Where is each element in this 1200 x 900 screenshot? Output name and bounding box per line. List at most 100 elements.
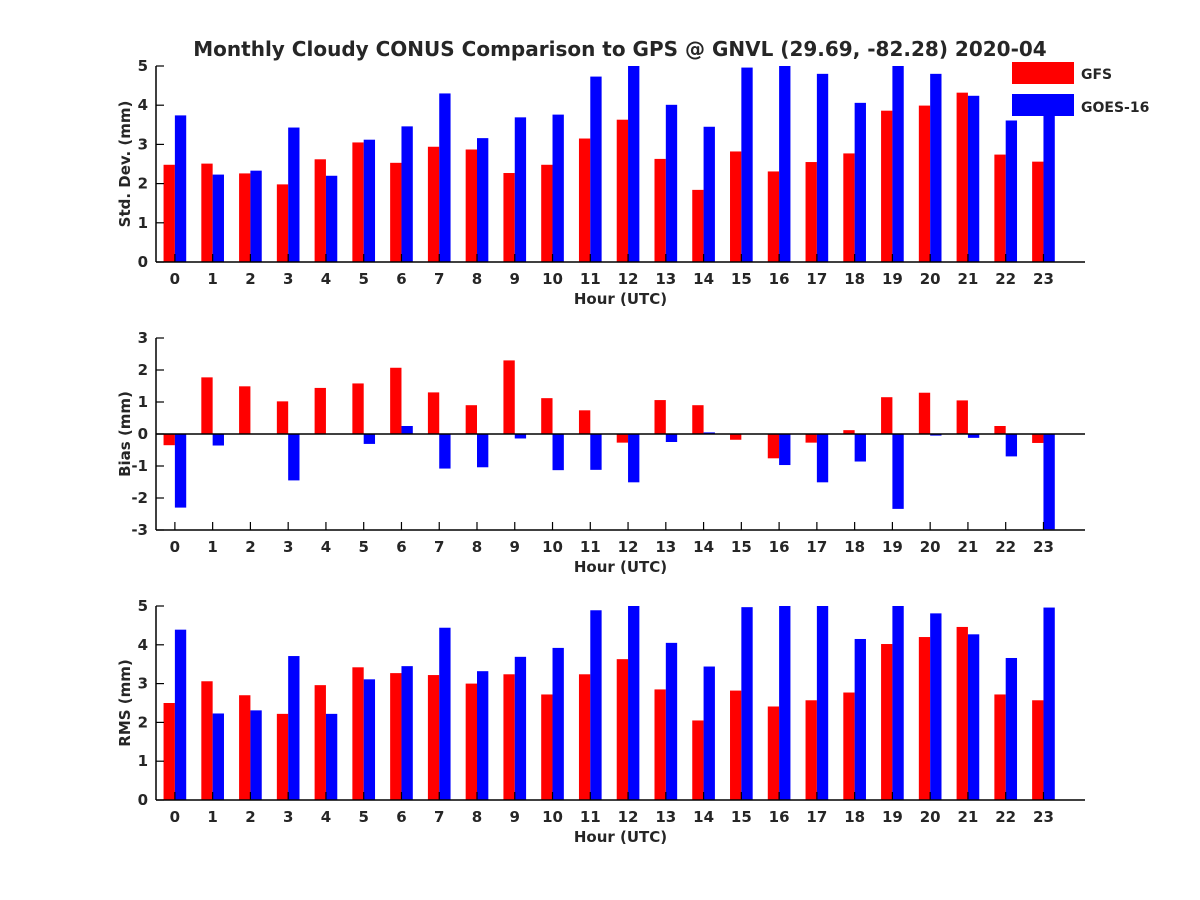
rms-xtick-label: 1 (207, 808, 217, 826)
bias-xtick-label: 6 (396, 538, 406, 556)
bias-xtick-label: 3 (283, 538, 293, 556)
bias-bar-gfs-8 (465, 405, 477, 434)
bias-bar-goes-16-9 (514, 434, 527, 439)
rms-bar-gfs-0 (163, 703, 175, 800)
std-dev-bar-goes-16-3 (288, 127, 300, 262)
rms-bar-goes-16-6 (401, 666, 413, 800)
rms-xtick-label: 22 (995, 808, 1016, 826)
std-dev-bar-gfs-9 (503, 173, 515, 262)
rms-bar-gfs-16 (767, 706, 780, 800)
bias-xtick-label: 1 (207, 538, 217, 556)
bias-ytick-label: 1 (138, 393, 148, 411)
rms-bar-gfs-1 (201, 681, 213, 800)
std-dev-xtick-label: 6 (396, 270, 406, 288)
rms-bar-gfs-13 (654, 689, 666, 800)
bias-bar-goes-16-19 (892, 434, 904, 509)
rms-bar-goes-16-13 (665, 642, 678, 800)
std-dev-bar-goes-16-23 (1043, 115, 1055, 262)
std-dev-bar-gfs-19 (881, 110, 893, 262)
legend: GFS GOES-16 (1012, 62, 1149, 116)
std-dev-xtick-label: 17 (806, 270, 827, 288)
std-dev-xtick-label: 20 (920, 270, 941, 288)
bias-bar-goes-16-12 (628, 434, 640, 483)
rms-bar-gfs-9 (503, 674, 515, 800)
std-dev-xtick-label: 4 (321, 270, 331, 288)
std-dev-bar-goes-16-9 (514, 117, 527, 262)
std-dev-bar-gfs-14 (692, 189, 704, 262)
std-dev-xtick-label: 18 (844, 270, 865, 288)
std-dev-bar-gfs-18 (843, 153, 855, 262)
bias-bar-goes-16-0 (174, 434, 187, 508)
std-dev-bar-goes-16-19 (892, 66, 904, 262)
bias-xtick-label: 15 (731, 538, 752, 556)
rms-bar-goes-16-4 (325, 713, 338, 800)
bias-xtick-label: 0 (170, 538, 180, 556)
bias-bar-goes-16-20 (930, 434, 942, 436)
rms-bar-goes-16-8 (477, 671, 489, 800)
bias-xtick-label: 22 (995, 538, 1016, 556)
bias-bar-gfs-0 (163, 434, 175, 446)
bias-xtick-label: 2 (245, 538, 255, 556)
bias-bar-gfs-23 (1032, 434, 1044, 443)
bias-bar-goes-16-6 (401, 426, 413, 434)
std-dev-bar-gfs-17 (805, 162, 817, 262)
bias-bar-gfs-22 (994, 426, 1006, 434)
rms-xtick-label: 4 (321, 808, 331, 826)
bias-xtick-label: 9 (510, 538, 520, 556)
std-dev-bar-gfs-2 (239, 173, 251, 262)
rms-xtick-label: 7 (434, 808, 444, 826)
rms-ylabel: RMS (mm) (116, 659, 134, 746)
rms-xtick-label: 10 (542, 808, 563, 826)
bias-bar-gfs-13 (654, 400, 666, 434)
std-dev-bar-gfs-16 (767, 171, 780, 262)
std-dev-bar-goes-16-22 (1005, 120, 1018, 263)
rms-bar-goes-16-23 (1043, 607, 1055, 800)
rms-bar-goes-16-3 (288, 656, 300, 800)
rms-bar-goes-16-22 (1005, 657, 1018, 800)
std-dev-bar-goes-16-21 (967, 95, 980, 262)
rms-bar-goes-16-11 (590, 610, 602, 800)
bias-bar-gfs-18 (843, 430, 855, 434)
std-dev-bar-goes-16-15 (741, 67, 753, 262)
std-dev-bar-goes-16-6 (401, 126, 413, 263)
rms-xtick-label: 23 (1033, 808, 1054, 826)
rms-bar-goes-16-12 (628, 606, 640, 800)
rms-xtick-label: 12 (618, 808, 639, 826)
rms-bar-gfs-20 (918, 637, 931, 800)
std-dev-xtick-label: 16 (769, 270, 790, 288)
rms-bar-gfs-5 (352, 667, 364, 800)
rms-bar-gfs-2 (239, 695, 251, 800)
figure-title: Monthly Cloudy CONUS Comparison to GPS @… (193, 37, 1046, 61)
rms-bar-gfs-23 (1032, 700, 1044, 800)
std-dev-bar-goes-16-1 (212, 174, 224, 262)
rms-bar-gfs-17 (805, 700, 817, 800)
std-dev-xlabel: Hour (UTC) (574, 290, 667, 308)
bias-bar-gfs-15 (730, 434, 742, 440)
rms-xtick-label: 13 (655, 808, 676, 826)
bias-xtick-label: 13 (655, 538, 676, 556)
bias-bar-goes-16-14 (703, 432, 715, 434)
std-dev-bar-gfs-20 (918, 105, 931, 262)
bias-xtick-label: 16 (769, 538, 790, 556)
rms-bar-goes-16-10 (552, 647, 564, 800)
std-dev-bar-goes-16-17 (816, 73, 829, 262)
bias-ytick-label: 3 (138, 329, 148, 347)
rms-xtick-label: 3 (283, 808, 293, 826)
bias-bar-gfs-19 (881, 397, 893, 434)
rms-xtick-label: 16 (769, 808, 790, 826)
rms-xtick-label: 21 (957, 808, 978, 826)
bias-xtick-label: 12 (618, 538, 639, 556)
bias-bar-goes-16-13 (665, 434, 678, 442)
std-dev-xtick-label: 14 (693, 270, 714, 288)
std-dev-bar-goes-16-5 (363, 139, 376, 262)
bias-bar-goes-16-22 (1005, 434, 1018, 457)
rms-ytick-label: 2 (138, 713, 148, 731)
bias-xtick-label: 23 (1033, 538, 1054, 556)
std-dev-ytick-label: 2 (138, 175, 148, 193)
std-dev-bar-gfs-23 (1032, 161, 1044, 262)
std-dev-xtick-label: 22 (995, 270, 1016, 288)
std-dev-bar-gfs-10 (541, 164, 553, 262)
bias-bar-goes-16-5 (363, 434, 376, 444)
bias-ytick-label: -2 (131, 489, 148, 507)
bias-bar-gfs-16 (767, 434, 780, 459)
